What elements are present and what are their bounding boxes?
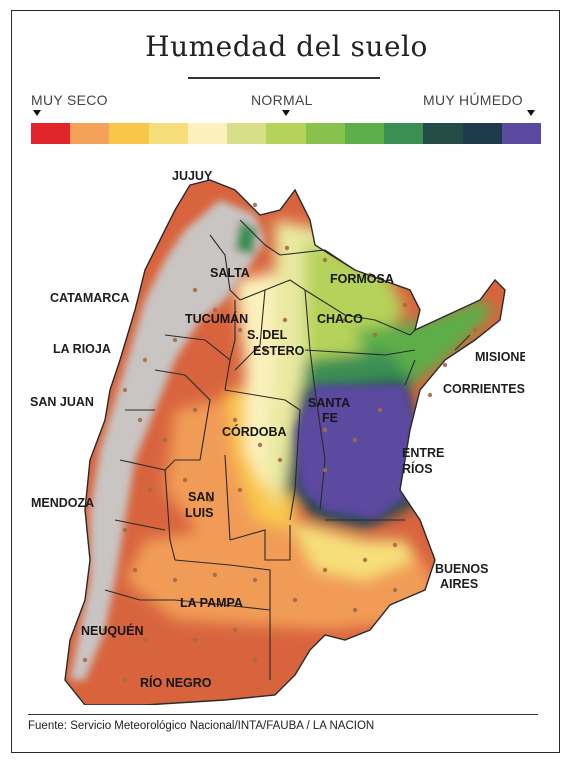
label-la-pampa: LA PAMPA [180,596,243,610]
scale-label-wet: MUY HÚMEDO [423,92,523,108]
scale-swatch-3 [109,123,149,144]
label-estero: ESTERO [253,344,305,358]
label-tucuman: TUCUMÁN [185,311,248,326]
scale-swatch-5 [187,123,228,144]
scale-swatch-8 [305,123,345,144]
scale-swatch-13 [501,123,542,144]
source-divider [28,714,538,715]
label-salta: SALTA [210,266,250,280]
scale-swatch-7 [266,123,306,144]
soil-moisture-map: JUJUY SALTA FORMOSA CATAMARCA TUCUMÁN CH… [30,169,525,705]
label-formosa: FORMOSA [330,272,394,286]
scale-label-dry: MUY SECO [31,92,108,108]
label-rios: RÍOS [402,461,433,476]
source-note: Fuente: Servicio Meteorológico Nacional/… [28,720,375,732]
map-title: Humedad del suelo [145,30,428,63]
scale-swatch-6 [227,123,267,144]
scale-marker-normal [282,110,290,116]
station-dots [82,202,478,683]
province-borders [64,179,506,705]
scale-swatch-4 [148,123,188,144]
scale-label-normal: NORMAL [251,92,313,108]
label-s-del: S. DEL [247,328,288,342]
scale-swatch-9 [344,123,385,144]
scale-swatch-10 [384,123,424,144]
label-mendoza: MENDOZA [31,496,94,510]
label-san-juan: SAN JUAN [30,395,94,409]
scale-marker-dry [33,110,41,116]
label-neuquen: NEUQUÉN [81,623,144,638]
label-misiones: MISIONES [475,350,525,364]
scale-swatch-11 [423,123,463,144]
label-corrientes: CORRIENTES [443,382,525,396]
label-santa: SANTA [308,396,350,410]
label-luis: LUIS [185,506,213,520]
label-la-rioja: LA RIOJA [53,342,111,356]
label-entre: ENTRE [402,446,444,460]
province-labels: JUJUY SALTA FORMOSA CATAMARCA TUCUMÁN CH… [30,169,525,690]
scale-marker-wet [527,110,535,116]
label-cordoba: CÓRDOBA [222,424,287,439]
label-san: SAN [188,490,214,504]
label-catamarca: CATAMARCA [50,291,129,305]
scale-swatch-1 [31,123,71,144]
scale-swatch-2 [70,123,110,144]
label-chaco: CHACO [317,312,363,326]
scale-swatch-12 [462,123,502,144]
label-jujuy: JUJUY [172,169,213,183]
color-scale-bar [31,123,542,144]
title-underline [188,77,380,79]
label-rio-negro: RÍO NEGRO [140,675,212,690]
label-aires: AIRES [440,577,478,591]
label-buenos: BUENOS [435,562,488,576]
label-fe: FE [322,411,338,425]
